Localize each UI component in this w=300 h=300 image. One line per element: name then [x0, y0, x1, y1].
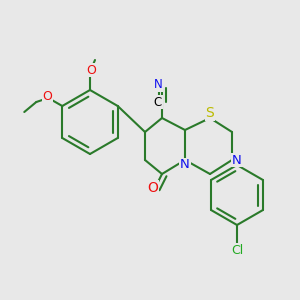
- Text: O: O: [42, 89, 52, 103]
- Text: S: S: [206, 106, 214, 120]
- Text: C: C: [154, 95, 162, 109]
- Text: N: N: [232, 154, 242, 166]
- Text: O: O: [148, 181, 158, 195]
- Text: O: O: [86, 64, 96, 76]
- Text: N: N: [180, 158, 190, 172]
- Text: N: N: [154, 79, 162, 92]
- Text: Cl: Cl: [231, 244, 243, 256]
